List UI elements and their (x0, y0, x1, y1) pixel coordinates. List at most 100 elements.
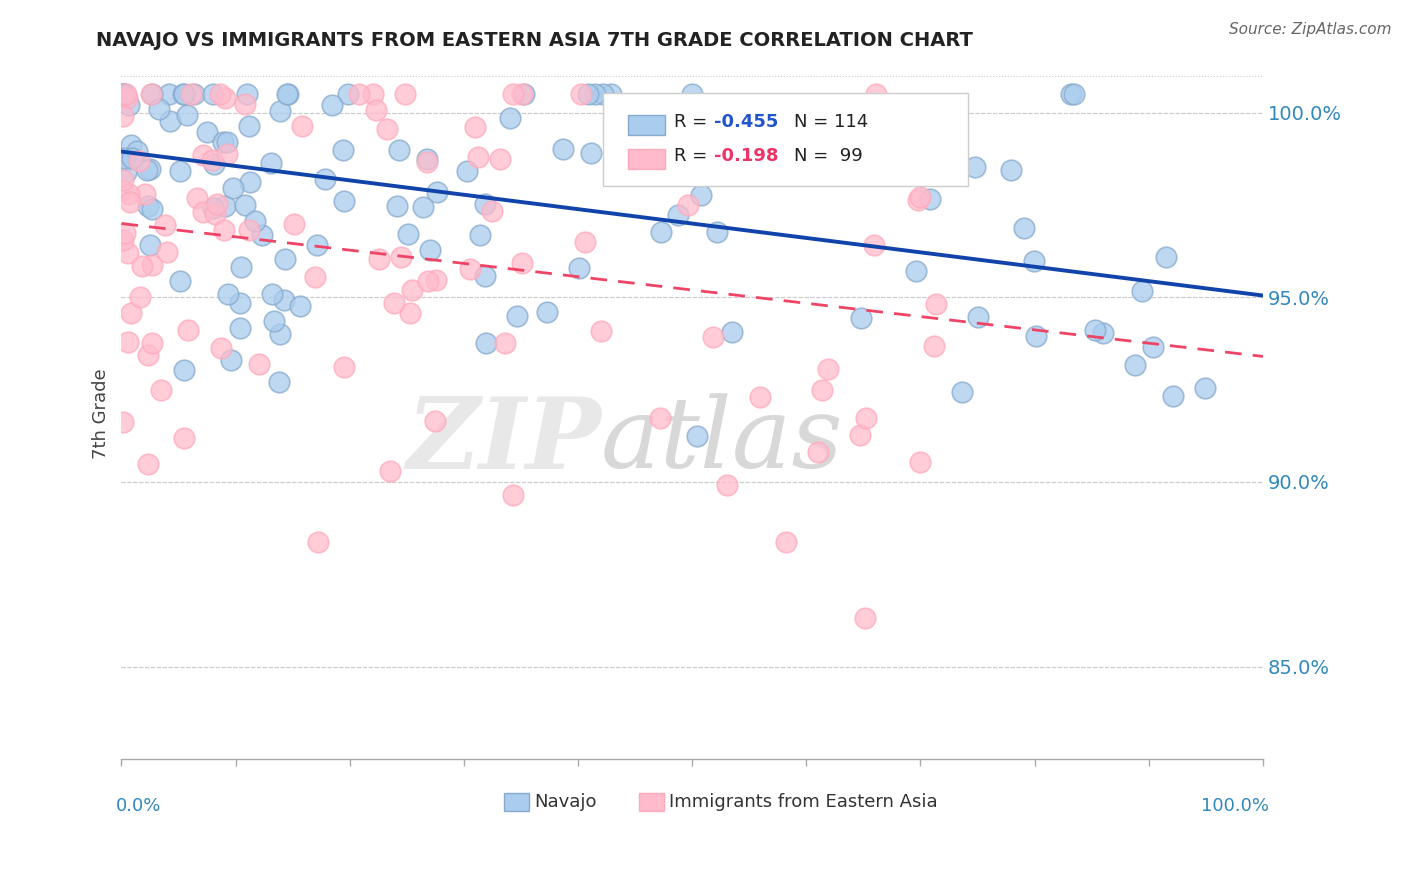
FancyBboxPatch shape (628, 115, 665, 135)
Point (853, 611, 876, 625)
Point (150, 383, 173, 397)
Point (112, 87, 135, 102)
Point (136, 198, 159, 212)
Point (1130, 284, 1153, 298)
Point (412, 200, 434, 214)
Point (139, 238, 162, 252)
Point (1012, 220, 1035, 235)
Point (276, 87, 298, 102)
Point (807, 445, 830, 459)
Point (118, 187, 141, 202)
Point (721, 326, 744, 340)
Point (214, 91, 236, 105)
Point (681, 87, 703, 102)
Point (922, 339, 945, 353)
Point (141, 336, 163, 351)
Point (215, 146, 238, 161)
Point (416, 274, 439, 288)
Point (204, 156, 226, 170)
Point (551, 142, 574, 156)
FancyBboxPatch shape (603, 93, 969, 186)
Point (117, 245, 139, 260)
Point (131, 259, 153, 273)
Text: NAVAJO VS IMMIGRANTS FROM EASTERN ASIA 7TH GRADE CORRELATION CHART: NAVAJO VS IMMIGRANTS FROM EASTERN ASIA 7… (96, 31, 973, 50)
Point (576, 87, 599, 102)
Point (711, 161, 734, 176)
Point (212, 223, 235, 237)
Point (222, 181, 245, 195)
Point (141, 87, 163, 102)
Point (426, 185, 449, 199)
Point (111, 87, 134, 102)
Point (775, 535, 797, 549)
Point (120, 306, 142, 320)
Point (176, 108, 198, 122)
Point (1084, 323, 1107, 337)
Point (1063, 87, 1085, 102)
Point (686, 429, 709, 443)
Point (1194, 381, 1216, 395)
Point (111, 172, 134, 186)
Point (394, 87, 416, 102)
Text: atlas: atlas (600, 393, 844, 489)
Point (851, 310, 873, 325)
Point (464, 120, 486, 134)
Point (267, 375, 290, 389)
Point (172, 87, 194, 102)
Point (202, 87, 225, 102)
Point (907, 193, 929, 207)
Point (114, 226, 136, 240)
Text: N = 114: N = 114 (794, 113, 868, 131)
Point (180, 87, 202, 102)
Point (205, 196, 228, 211)
Point (702, 330, 724, 344)
Point (366, 103, 388, 118)
Point (290, 299, 312, 313)
Point (467, 150, 489, 164)
Point (474, 336, 496, 351)
Point (456, 163, 478, 178)
Point (666, 208, 689, 222)
Point (173, 431, 195, 445)
Point (910, 190, 932, 204)
Point (510, 256, 533, 270)
Point (114, 153, 136, 168)
Point (183, 87, 205, 102)
Point (918, 192, 941, 206)
Point (510, 87, 533, 102)
Point (128, 290, 150, 304)
Point (274, 252, 297, 266)
Point (141, 202, 163, 217)
Text: R =: R = (673, 147, 713, 165)
Point (569, 87, 592, 102)
Point (1000, 163, 1022, 178)
Point (468, 227, 491, 242)
Point (238, 119, 260, 133)
Point (489, 152, 512, 166)
Point (865, 87, 887, 102)
Point (263, 314, 285, 328)
Point (1024, 254, 1046, 268)
Point (250, 227, 273, 242)
Point (233, 97, 256, 112)
Point (212, 136, 235, 150)
Point (259, 156, 281, 170)
Point (716, 478, 738, 492)
Point (761, 109, 783, 123)
Point (1142, 339, 1164, 353)
Text: Navajo: Navajo (534, 793, 598, 811)
Point (952, 384, 974, 399)
Point (458, 262, 481, 277)
Y-axis label: 7th Grade: 7th Grade (93, 368, 110, 459)
Point (111, 233, 134, 247)
Point (425, 273, 447, 287)
Point (589, 324, 612, 338)
Point (924, 297, 946, 311)
Point (208, 87, 231, 102)
Point (600, 87, 623, 102)
Point (117, 334, 139, 349)
Point (807, 113, 830, 128)
Point (399, 306, 422, 320)
Text: Source: ZipAtlas.com: Source: ZipAtlas.com (1229, 22, 1392, 37)
Point (136, 457, 159, 471)
